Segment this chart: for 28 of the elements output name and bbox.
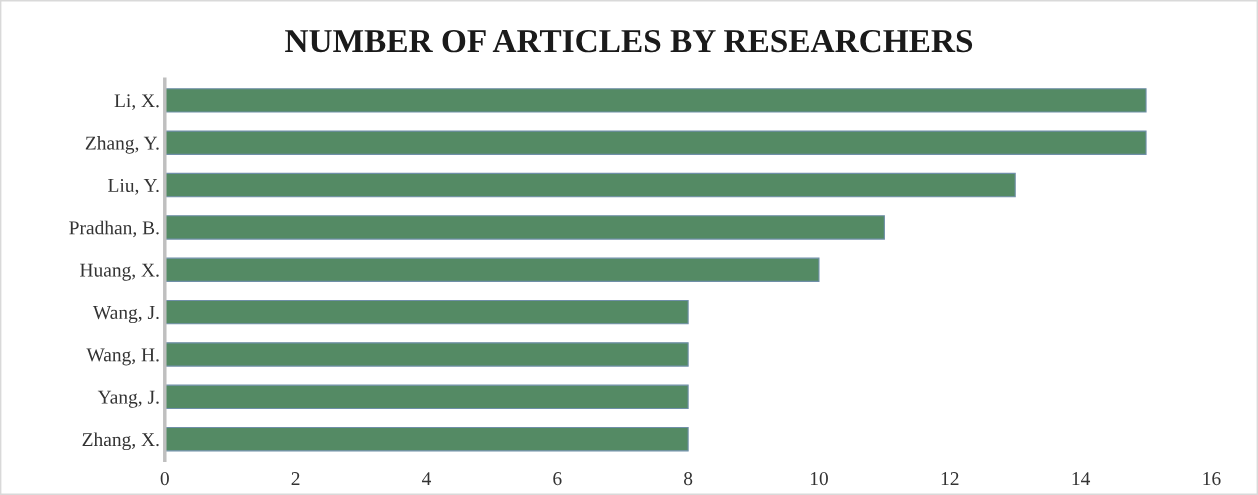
y-tick-label: Pradhan, B. xyxy=(69,220,159,238)
bar xyxy=(164,215,885,240)
x-tick-label: 12 xyxy=(941,472,959,485)
bar xyxy=(164,130,1147,155)
y-tick-label: Zhang, Y. xyxy=(85,135,159,154)
bar xyxy=(164,342,689,367)
bar xyxy=(164,384,689,410)
x-tick-label: 2 xyxy=(291,472,300,485)
y-tick-label: Zhang, X. xyxy=(82,432,159,451)
x-tick-label: 16 xyxy=(1203,472,1221,486)
bar xyxy=(164,88,1147,113)
x-tick-label: 6 xyxy=(553,472,562,486)
bar xyxy=(164,299,689,325)
y-tick-label: Liu, Y. xyxy=(108,178,159,195)
y-tick-label: Yang, J. xyxy=(97,390,159,408)
y-tick-label: Huang, X. xyxy=(80,263,159,281)
bar xyxy=(164,172,1016,198)
x-tick-label: 10 xyxy=(810,472,828,486)
x-tick-label: 8 xyxy=(684,472,693,486)
x-tick-label: 0 xyxy=(160,472,169,486)
chart-title: NUMBER OF ARTICLES BY RESEARCHERS xyxy=(285,29,973,53)
y-tick-label: Wang, H. xyxy=(86,348,159,366)
y-tick-label: Wang, J. xyxy=(92,306,159,324)
bar xyxy=(164,257,820,282)
y-tick-label: Li, X. xyxy=(114,94,159,111)
x-tick-label: 4 xyxy=(421,472,432,485)
bar xyxy=(164,426,689,452)
x-tick-label: 14 xyxy=(1072,472,1091,485)
